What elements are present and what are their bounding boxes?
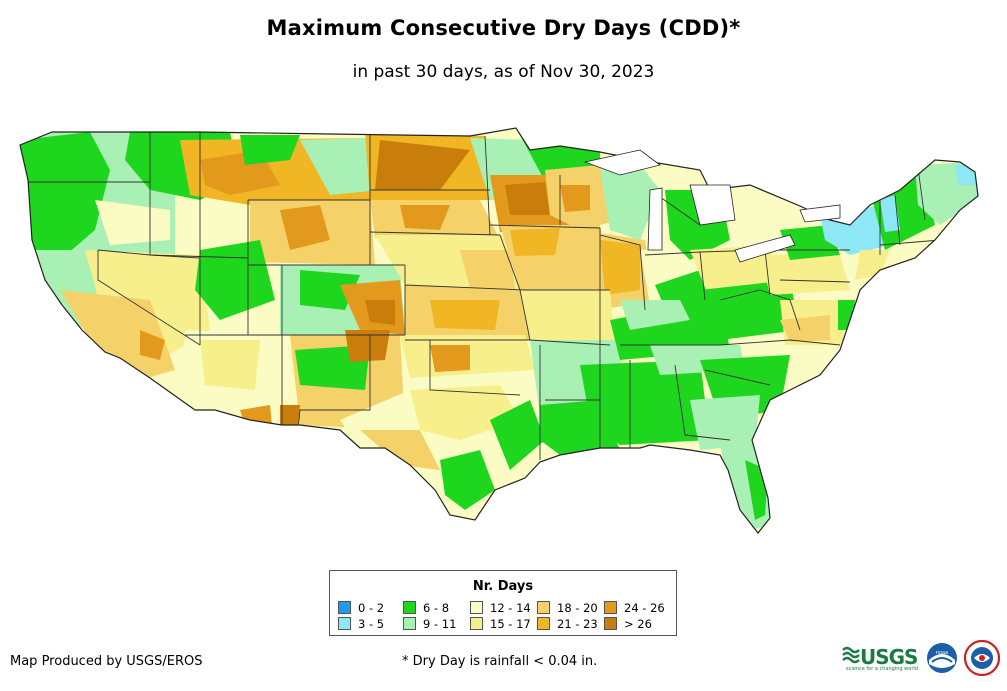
legend-label: 12 - 14 — [490, 601, 531, 615]
legend-swatch — [338, 617, 351, 630]
legend-label: > 26 — [624, 617, 652, 631]
nws-logo — [964, 640, 1000, 676]
legend-label: 21 - 23 — [557, 617, 598, 631]
legend-label: 9 - 11 — [423, 617, 457, 631]
map-credit: Map Produced by USGS/EROS — [10, 654, 203, 669]
legend-swatch — [470, 617, 483, 630]
usgs-wordmark: USGS — [860, 645, 918, 669]
legend-swatch — [403, 617, 416, 630]
map-title: Maximum Consecutive Dry Days (CDD)* — [266, 16, 741, 40]
legend-label: 18 - 20 — [557, 601, 598, 615]
legend-swatch — [537, 617, 550, 630]
legend-swatch — [537, 601, 550, 614]
legend-item: 21 - 23 — [537, 617, 598, 631]
legend-swatch — [403, 601, 416, 614]
legend-swatch — [470, 601, 483, 614]
legend-swatch — [338, 601, 351, 614]
legend-item: 3 - 5 — [338, 617, 384, 631]
legend: Nr. Days 0 - 2 3 - 5 6 - 8 9 - 11 12 - 1… — [329, 570, 677, 636]
dry-day-footnote: * Dry Day is rainfall < 0.04 in. — [402, 654, 598, 669]
noaa-wordmark: noaa — [936, 650, 948, 656]
legend-item: 0 - 2 — [338, 601, 384, 615]
legend-label: 3 - 5 — [358, 617, 385, 631]
noaa-logo: noaa — [927, 643, 957, 673]
legend-label: 24 - 26 — [624, 601, 665, 615]
legend-item: 18 - 20 — [537, 601, 598, 615]
map-subtitle: in past 30 days, as of Nov 30, 2023 — [352, 62, 655, 82]
legend-title: Nr. Days — [472, 579, 534, 594]
cdd-map — [19, 127, 979, 534]
legend-swatch — [604, 617, 617, 630]
legend-item: > 26 — [604, 617, 652, 631]
agency-logos: USGS science for a changing world noaa — [842, 640, 1002, 676]
legend-swatch — [604, 601, 617, 614]
legend-item: 24 - 26 — [604, 601, 665, 615]
usgs-logo: USGS science for a changing world — [842, 644, 918, 672]
usgs-tagline: science for a changing world — [846, 666, 918, 672]
usgs-wave-icon — [842, 646, 860, 664]
legend-item: 15 - 17 — [470, 617, 531, 631]
legend-label: 15 - 17 — [490, 617, 531, 631]
legend-label: 6 - 8 — [423, 601, 450, 615]
legend-item: 12 - 14 — [470, 601, 531, 615]
legend-label: 0 - 2 — [358, 601, 385, 615]
legend-item: 6 - 8 — [403, 601, 449, 615]
legend-item: 9 - 11 — [403, 617, 456, 631]
